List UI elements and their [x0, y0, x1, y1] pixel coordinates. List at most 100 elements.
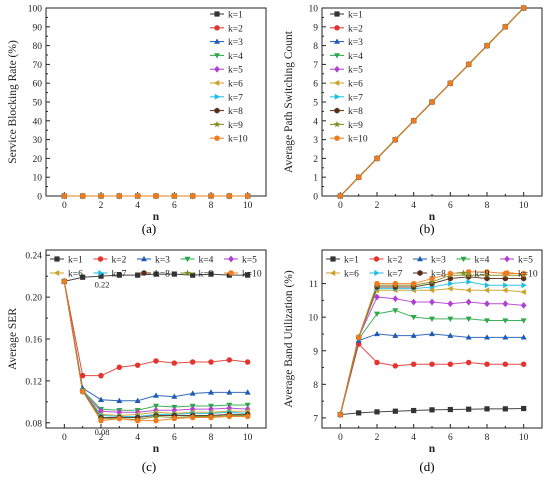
data-point-k10 — [208, 414, 214, 421]
legend-marker — [504, 270, 510, 276]
data-point-k1 — [98, 273, 104, 279]
data-point-k6 — [520, 288, 526, 295]
data-point-k7 — [521, 282, 527, 289]
legend-label: k=10 — [228, 135, 248, 145]
panel-label: (b) — [419, 221, 434, 236]
y-tick-label: 10 — [33, 174, 43, 184]
data-point-k10 — [98, 193, 104, 199]
data-point-k5 — [447, 300, 454, 308]
legend-label: k=2 — [228, 24, 243, 34]
data-point-k2 — [410, 361, 417, 367]
data-point-k10 — [79, 388, 86, 395]
annotation-label: 0.22 — [95, 280, 110, 290]
legend-marker — [141, 270, 147, 276]
data-point-k3 — [116, 397, 123, 403]
legend-label: k=3 — [431, 256, 446, 266]
data-point-k3 — [410, 332, 417, 338]
data-point-k2 — [116, 364, 123, 371]
data-point-k4 — [244, 402, 251, 409]
legend-label: k=4 — [348, 52, 363, 62]
legend-marker — [417, 270, 423, 276]
data-point-k7 — [448, 280, 454, 287]
x-tick-label: 6 — [172, 433, 177, 443]
x-tick-label: 10 — [519, 433, 529, 443]
data-point-k10 — [392, 280, 399, 287]
y-axis-label: Average Path Switching Count — [283, 30, 295, 173]
data-point-k4 — [153, 403, 159, 410]
panel-c: (c) 0 2 4 6 8 10 0.08 0.12 0.16 0.20 0.24 n Average … — [7, 249, 267, 474]
legend-marker — [334, 38, 340, 44]
data-point-k10 — [337, 411, 344, 418]
legend-label: k=9 — [199, 270, 214, 280]
data-point-k10 — [116, 415, 123, 422]
legend-marker — [214, 135, 220, 141]
data-point-k10 — [502, 24, 509, 30]
legend-marker — [214, 11, 220, 17]
data-point-k10 — [447, 80, 454, 86]
data-point-k3 — [244, 389, 251, 395]
data-point-k6 — [483, 287, 490, 294]
data-point-k1 — [429, 407, 435, 413]
data-point-k2 — [502, 361, 509, 367]
data-point-k2 — [153, 358, 159, 364]
data-point-k5 — [189, 405, 196, 413]
legend-marker — [334, 65, 340, 73]
data-point-k1 — [171, 271, 177, 277]
data-point-k7 — [503, 282, 509, 289]
legend-label: k=7 — [228, 93, 243, 103]
data-point-k10 — [465, 269, 472, 275]
legend-marker — [333, 80, 340, 86]
panel-d: (d) 0 2 4 6 8 10 7 8 9 10 11 n Average Band Utilizat… — [283, 249, 543, 474]
data-point-k1 — [484, 406, 490, 412]
y-tick-label: 0.16 — [25, 336, 42, 346]
x-tick-label: 4 — [135, 433, 140, 443]
data-point-k3 — [465, 334, 472, 340]
series-line-k9 — [339, 274, 524, 415]
legend-marker — [214, 25, 220, 31]
x-tick-label: 2 — [375, 433, 380, 443]
y-tick-label: 90 — [33, 23, 43, 33]
y-tick-label: 4 — [313, 117, 318, 127]
legend-label: k=1 — [344, 256, 359, 266]
legend-label: k=4 — [228, 52, 243, 62]
data-point-k5 — [244, 405, 251, 413]
data-point-k10 — [520, 270, 527, 277]
legend-label: k=7 — [388, 270, 403, 280]
legend-label: k=7 — [348, 93, 363, 103]
x-axis-label: n — [153, 211, 160, 223]
data-point-k10 — [98, 417, 104, 424]
data-point-k1 — [245, 272, 251, 278]
data-point-k10 — [189, 414, 196, 421]
data-point-k9 — [152, 412, 160, 420]
x-tick-label: 2 — [99, 201, 104, 211]
x-tick-label: 10 — [519, 201, 529, 211]
y-tick-label: 7 — [313, 61, 318, 71]
legend-label: k=5 — [242, 256, 257, 266]
y-tick-label: 50 — [33, 99, 43, 109]
data-point-k3 — [189, 390, 196, 396]
data-point-k2 — [244, 359, 251, 365]
data-point-k2 — [171, 360, 178, 366]
legend-marker — [504, 255, 510, 263]
data-point-k4 — [392, 308, 399, 314]
y-tick-label: 80 — [33, 42, 43, 52]
y-axis-label: Average SER — [7, 308, 19, 370]
data-point-k2 — [374, 359, 380, 366]
y-tick-label: 60 — [33, 80, 43, 90]
legend-label: k=1 — [68, 256, 83, 266]
y-tick-label: 5 — [313, 99, 318, 109]
series-line-k3 — [339, 333, 524, 415]
data-point-k5 — [134, 408, 141, 416]
y-tick-label: 0.12 — [25, 377, 42, 387]
data-point-k1 — [116, 272, 122, 278]
data-point-k9 — [465, 271, 472, 279]
series-line-k8 — [339, 276, 524, 415]
annotation-label: 0.08 — [95, 427, 110, 437]
data-point-k1 — [521, 405, 527, 412]
legend-marker — [460, 256, 467, 263]
y-tick-label: 9 — [313, 23, 318, 33]
x-axis-label: n — [429, 211, 436, 223]
data-point-k10 — [134, 417, 141, 424]
data-point-k10 — [61, 193, 68, 199]
